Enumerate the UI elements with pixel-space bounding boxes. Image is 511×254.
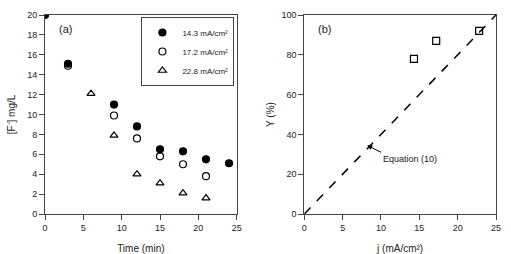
svg-text:17.2 mA/cm²: 17.2 mA/cm² bbox=[182, 48, 228, 57]
svg-text:0: 0 bbox=[292, 209, 297, 219]
svg-text:(b): (b) bbox=[318, 23, 331, 35]
svg-text:14.3 mA/cm²: 14.3 mA/cm² bbox=[182, 29, 228, 38]
svg-text:Time (min): Time (min) bbox=[117, 243, 164, 254]
svg-text:Y (%): Y (%) bbox=[265, 102, 276, 127]
svg-text:0: 0 bbox=[32, 209, 37, 219]
svg-text:j (mA/cm²): j (mA/cm²) bbox=[376, 243, 423, 254]
svg-text:(a): (a) bbox=[59, 23, 72, 35]
svg-text:[F⁻] mg/L: [F⁻] mg/L bbox=[6, 94, 17, 134]
svg-text:8: 8 bbox=[32, 130, 37, 140]
svg-text:Equation (10): Equation (10) bbox=[383, 154, 437, 164]
svg-text:5: 5 bbox=[340, 223, 345, 233]
svg-text:2: 2 bbox=[32, 189, 37, 199]
svg-text:14: 14 bbox=[27, 70, 37, 80]
svg-text:80: 80 bbox=[287, 50, 297, 60]
svg-text:10: 10 bbox=[376, 223, 386, 233]
svg-text:20: 20 bbox=[27, 10, 37, 20]
svg-text:5: 5 bbox=[81, 223, 86, 233]
svg-text:0: 0 bbox=[42, 223, 47, 233]
svg-text:12: 12 bbox=[27, 90, 37, 100]
svg-text:20: 20 bbox=[193, 223, 203, 233]
svg-text:6: 6 bbox=[32, 149, 37, 159]
svg-text:0: 0 bbox=[302, 223, 307, 233]
svg-text:22.8 mA/cm²: 22.8 mA/cm² bbox=[182, 67, 228, 76]
svg-text:40: 40 bbox=[287, 130, 297, 140]
svg-text:15: 15 bbox=[414, 223, 424, 233]
svg-text:10: 10 bbox=[27, 110, 37, 120]
svg-text:20: 20 bbox=[287, 169, 297, 179]
svg-text:10: 10 bbox=[117, 223, 127, 233]
svg-text:15: 15 bbox=[155, 223, 165, 233]
svg-text:18: 18 bbox=[27, 30, 37, 40]
svg-text:4: 4 bbox=[32, 169, 37, 179]
svg-text:25: 25 bbox=[232, 223, 242, 233]
svg-text:60: 60 bbox=[287, 90, 297, 100]
svg-text:100: 100 bbox=[281, 10, 296, 20]
svg-text:25: 25 bbox=[491, 223, 501, 233]
svg-text:20: 20 bbox=[453, 223, 463, 233]
svg-text:16: 16 bbox=[27, 50, 37, 60]
